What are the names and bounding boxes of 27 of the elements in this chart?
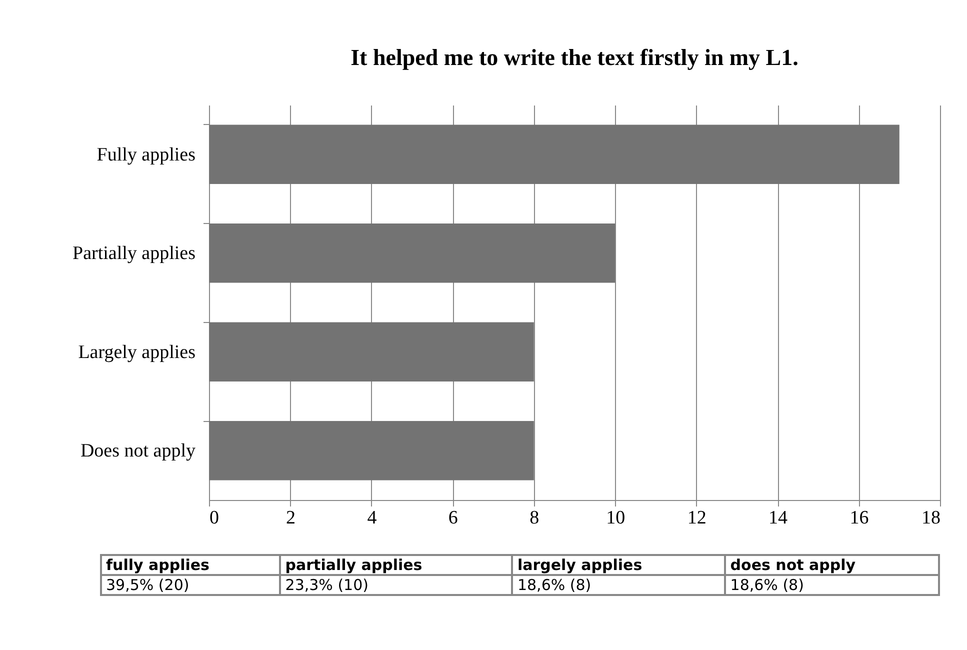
text: 23,3% (10) [280, 575, 512, 595]
text: 18,6% (8) [512, 575, 726, 595]
x-tick-label: 8 [530, 508, 540, 528]
y-tick-label: Largely applies [78, 342, 196, 363]
chart-title: It helped me to write the text firstly in my L1. [350, 45, 798, 70]
x-tick-label: 16 [850, 508, 869, 528]
x-tick-label: 10 [606, 508, 626, 528]
text: largely applies [512, 555, 726, 575]
bar [209, 421, 534, 480]
x-tick-label: 18 [922, 508, 940, 528]
bar [209, 124, 900, 184]
y-tick-label: Does not apply [80, 440, 196, 462]
text: does not apply [725, 555, 939, 575]
x-tick-label: 6 [448, 508, 458, 528]
x-tick-label: 2 [286, 508, 296, 528]
bar [209, 322, 534, 382]
y-tick-label: Partially applies [72, 243, 196, 264]
text: partially applies [280, 555, 512, 575]
x-tick-label: 4 [367, 508, 378, 528]
x-tick-label: 14 [768, 508, 788, 528]
bar [209, 224, 616, 283]
text: fully applies [101, 555, 280, 575]
text: 39,5% (20) [101, 575, 280, 595]
text: 18,6% (8) [725, 575, 939, 595]
y-tick-label: Fully applies [96, 144, 196, 166]
x-tick-label: 0 [210, 508, 219, 528]
x-tick-label: 12 [687, 508, 706, 528]
